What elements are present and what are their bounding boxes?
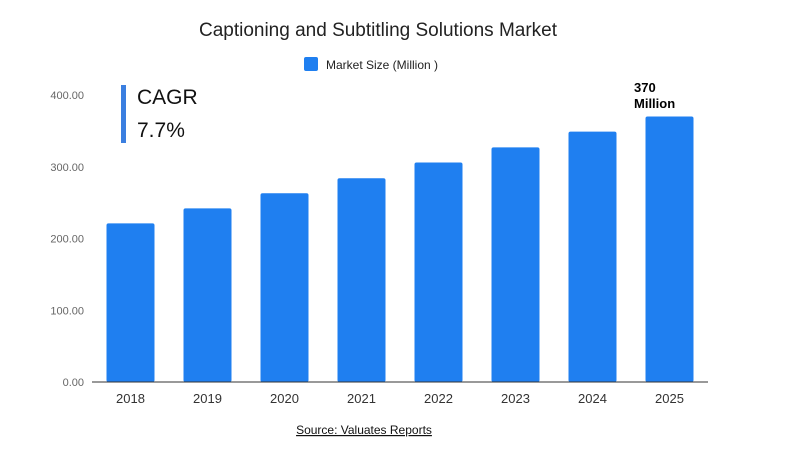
legend-swatch [304, 57, 318, 71]
x-tick-label: 2021 [347, 391, 376, 406]
y-tick-label: 0.00 [63, 377, 84, 389]
x-tick-label: 2018 [116, 391, 145, 406]
source-link[interactable]: Source: Valuates Reports [296, 423, 432, 437]
callout-line-2: Million [634, 96, 675, 111]
bar-2020 [260, 193, 309, 382]
callout-line-1: 370 [634, 80, 656, 95]
bar-2023 [491, 147, 540, 382]
x-axis-ticks: 2018 2019 2020 2021 2022 2023 2024 2025 [116, 391, 684, 406]
x-tick-label: 2024 [578, 391, 607, 406]
legend: Market Size (Million ) [304, 57, 438, 72]
bar-2021 [337, 178, 386, 382]
cagr-annotation: CAGR 7.7% [121, 85, 198, 143]
y-tick-label: 300.00 [50, 162, 84, 174]
bars [106, 116, 694, 383]
bar-2019 [183, 208, 232, 382]
x-tick-label: 2022 [424, 391, 453, 406]
cagr-accent-bar [121, 85, 126, 143]
cagr-label: CAGR [137, 86, 198, 109]
chart-title: Captioning and Subtitling Solutions Mark… [199, 20, 558, 41]
legend-label: Market Size (Million ) [326, 58, 438, 72]
bar-2025 [645, 116, 694, 383]
x-tick-label: 2025 [655, 391, 684, 406]
bar-2022 [414, 162, 463, 382]
y-tick-label: 400.00 [50, 90, 84, 102]
cagr-value: 7.7% [137, 119, 185, 142]
x-tick-label: 2023 [501, 391, 530, 406]
y-tick-label: 100.00 [50, 305, 84, 317]
x-tick-label: 2020 [270, 391, 299, 406]
y-tick-label: 200.00 [50, 234, 84, 246]
bar-2024 [568, 131, 617, 382]
bar-2018 [106, 223, 155, 382]
x-tick-label: 2019 [193, 391, 222, 406]
y-axis-ticks: 0.00 100.00 200.00 300.00 400.00 [50, 90, 84, 389]
value-callout: 370 Million [634, 80, 675, 111]
